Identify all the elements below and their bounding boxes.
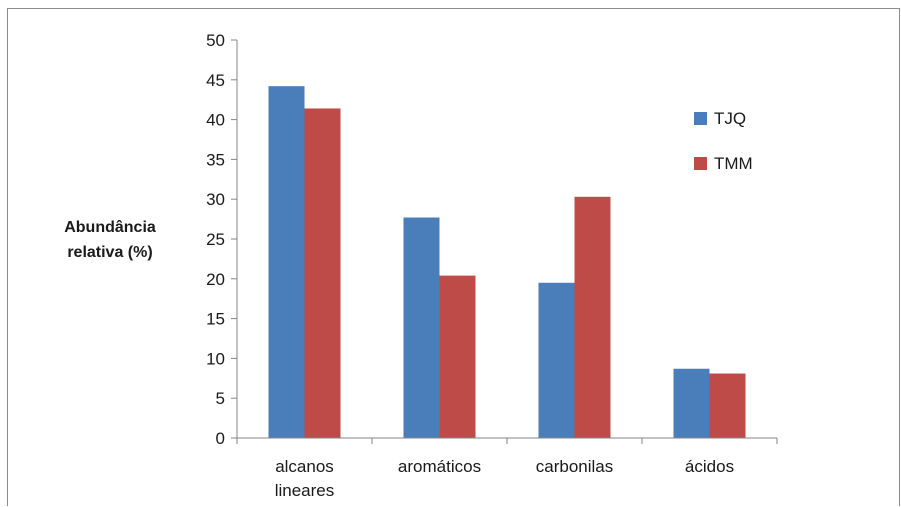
legend-swatch-tmm [694, 157, 707, 170]
bar-tmm [709, 373, 746, 438]
legend-swatch-tjq [694, 112, 707, 125]
legend-label-tmm: TMM [714, 154, 753, 173]
bar-tjq [268, 86, 305, 438]
y-tick-label: 0 [216, 429, 225, 448]
y-tick-label: 20 [206, 270, 225, 289]
y-axis-ticks: 0 5 10 15 20 25 30 35 40 45 50 [206, 31, 237, 448]
x-tick-label: lineares [275, 481, 335, 500]
bars [268, 86, 746, 439]
x-tick-label: carbonilas [536, 457, 614, 476]
bar-tjq [673, 368, 710, 438]
bar-tmm [439, 275, 476, 438]
y-tick-label: 35 [206, 150, 225, 169]
bar-tjq [538, 282, 575, 438]
legend: TJQ TMM [694, 109, 753, 173]
y-axis-label-line: Abundância [64, 219, 156, 236]
y-tick-label: 40 [206, 111, 225, 130]
y-tick-label: 10 [206, 349, 225, 368]
bar-tmm [304, 108, 341, 439]
x-axis-ticks: alcanos lineares aromáticos carbonilas ácido… [236, 438, 778, 500]
bar-tmm [574, 196, 611, 438]
legend-label-tjq: TJQ [714, 109, 746, 128]
bar-tjq [403, 217, 440, 438]
y-tick-label: 30 [206, 190, 225, 209]
y-tick-label: 5 [216, 389, 225, 408]
y-tick-label: 15 [206, 310, 225, 329]
y-tick-label: 50 [206, 31, 225, 50]
x-tick-label: ácidos [685, 457, 734, 476]
x-tick-label: aromáticos [398, 457, 481, 476]
y-tick-label: 25 [206, 230, 225, 249]
y-tick-label: 45 [206, 71, 225, 90]
x-tick-label: alcanos [275, 457, 334, 476]
y-axis-label: Abundância relativa (%) [64, 219, 156, 261]
y-axis-label-line: relativa (%) [67, 244, 152, 261]
chart-frame [7, 8, 900, 506]
